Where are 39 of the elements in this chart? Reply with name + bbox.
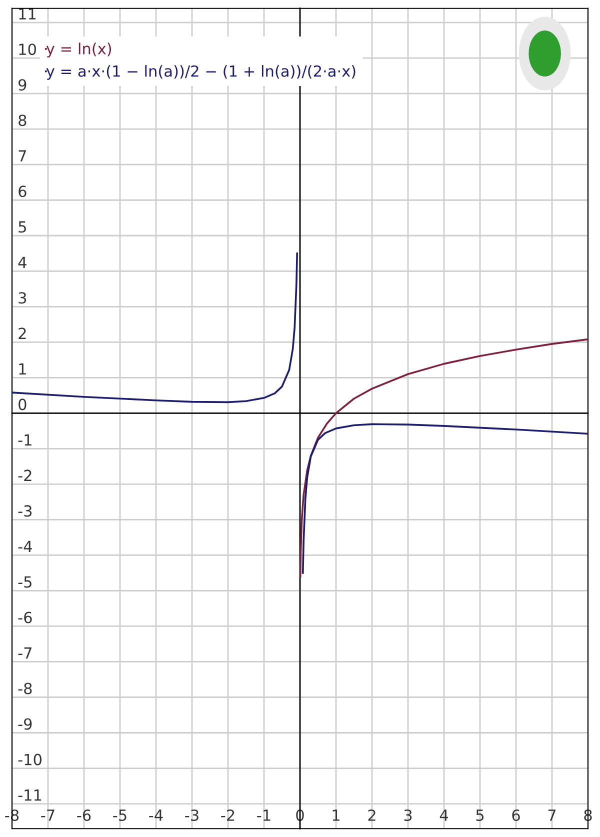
x-tick-label: -6 xyxy=(77,809,91,822)
y-tick-label: -10 xyxy=(18,754,42,766)
y-tick-label: -7 xyxy=(18,647,32,659)
y-tick-label: 4 xyxy=(18,256,26,268)
y-tick-label: -1 xyxy=(18,434,32,446)
y-tick-label: -11 xyxy=(18,789,42,801)
legend-label: y = a·x·(1 − ln(a))/2 − (1 + ln(a))/(2·a·x) xyxy=(46,65,356,80)
y-tick-label: -5 xyxy=(18,576,32,588)
y-tick-label: -2 xyxy=(18,470,32,482)
y-tick-label: 11 xyxy=(19,8,36,20)
y-tick-label: 1 xyxy=(19,363,26,374)
y-tick-label: 3 xyxy=(18,292,26,304)
x-tick-label: -3 xyxy=(185,809,198,822)
x-tick-label: 1 xyxy=(332,810,340,821)
x-tick-label: 4 xyxy=(440,810,448,821)
y-tick-label: -3 xyxy=(18,505,32,517)
x-tick-label: 7 xyxy=(548,810,556,821)
x-tick-label: -7 xyxy=(41,810,54,821)
y-tick-label: 10 xyxy=(19,44,36,56)
x-tick-label: -1 xyxy=(257,810,270,821)
y-tick-label: 0 xyxy=(18,398,26,410)
y-tick-label: -9 xyxy=(18,718,32,730)
y-tick-label: -8 xyxy=(18,682,32,694)
x-tick-label: -4 xyxy=(149,810,163,821)
y-tick-label: 9 xyxy=(18,79,26,91)
y-tick-label: 2 xyxy=(18,328,26,339)
y-tick-label: 6 xyxy=(18,186,26,198)
x-tick-label: 5 xyxy=(476,810,484,822)
x-tick-label: -5 xyxy=(113,810,126,822)
y-tick-label: 5 xyxy=(18,221,26,233)
y-tick-label: 7 xyxy=(18,150,26,162)
x-tick-label: 2 xyxy=(368,809,376,821)
y-tick-label: -4 xyxy=(18,540,32,552)
y-tick-label: 8 xyxy=(18,114,26,126)
y-tick-label: -6 xyxy=(18,612,32,624)
x-tick-label: 6 xyxy=(512,809,520,822)
x-tick-label: 3 xyxy=(404,809,412,822)
x-tick-label: -2 xyxy=(221,809,234,821)
legend-label: y = ln(x) xyxy=(46,42,112,58)
